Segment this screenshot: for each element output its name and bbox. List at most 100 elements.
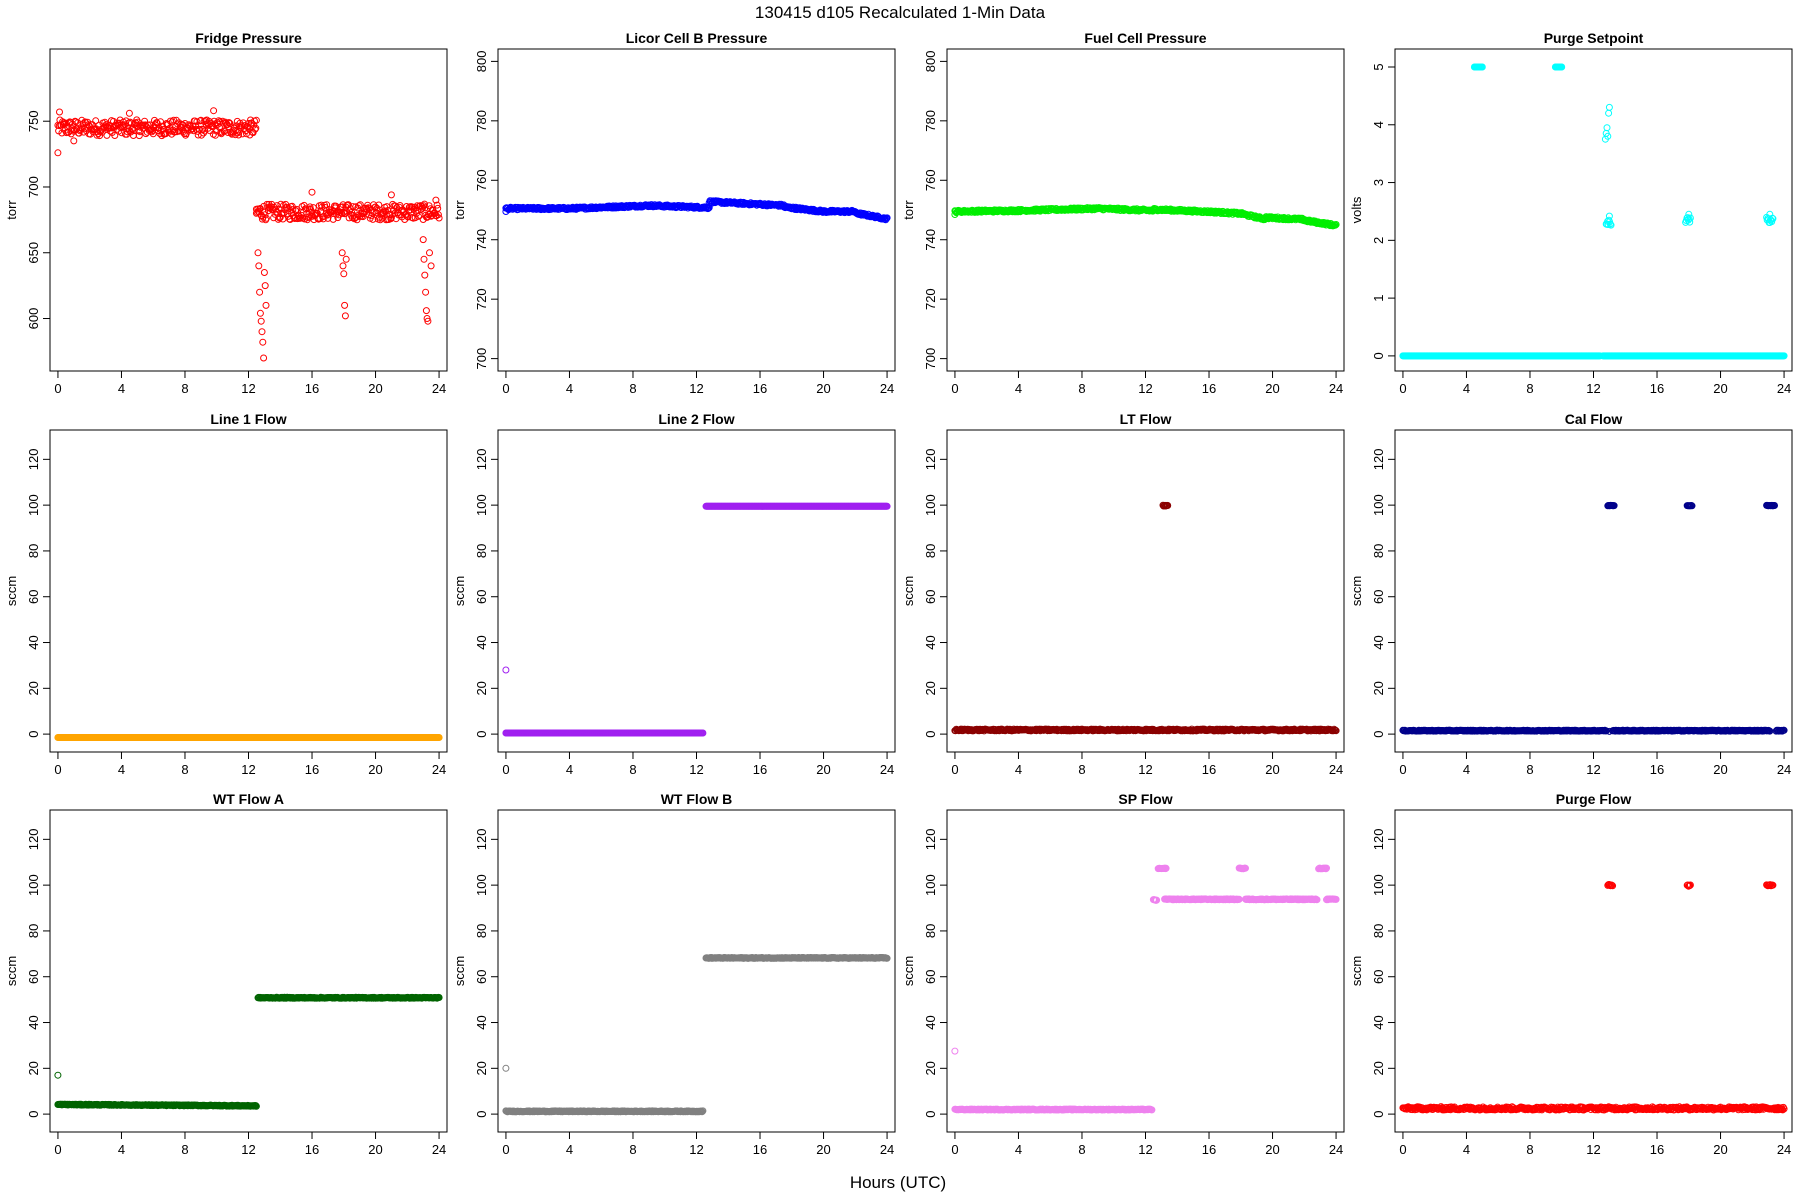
x-tick-label: 24: [1777, 381, 1791, 396]
x-tick-label: 20: [368, 381, 382, 396]
data-point: [149, 130, 157, 138]
y-axis-label: torr: [4, 200, 19, 220]
y-tick-label: 20: [26, 681, 41, 695]
data-point: [434, 211, 442, 219]
y-tick-label: 3: [1371, 179, 1386, 186]
data-point: [84, 121, 92, 129]
data-point: [387, 214, 395, 222]
data-point: [355, 202, 363, 210]
data-point: [252, 209, 260, 217]
y-tick-label: 100: [26, 494, 41, 516]
data-point: [265, 200, 273, 208]
x-tick-label: 12: [1138, 762, 1152, 777]
data-point: [297, 214, 305, 222]
data-point: [111, 132, 119, 139]
y-tick-label: 80: [923, 544, 938, 558]
data-point: [62, 119, 70, 127]
data-point: [1603, 124, 1611, 132]
data-point: [273, 202, 281, 210]
x-tick-label: 0: [951, 381, 958, 396]
data-point: [302, 205, 310, 213]
y-axis-label: sccm: [4, 576, 19, 606]
data-point: [200, 129, 207, 137]
data-point: [384, 206, 392, 214]
data-point: [951, 211, 959, 218]
data-point: [252, 124, 260, 132]
data-point: [235, 131, 243, 139]
y-tick-label: 80: [26, 544, 41, 558]
data-point: [1332, 221, 1340, 228]
data-point: [254, 249, 262, 257]
x-tick-label: 4: [118, 381, 125, 396]
y-tick-label: 80: [474, 544, 489, 558]
y-tick-label: 720: [474, 288, 489, 310]
data-point: [308, 188, 316, 196]
data-point: [1110, 204, 1118, 212]
y-tick-label: 0: [474, 730, 489, 737]
x-tick-label: 24: [880, 381, 894, 396]
data-point: [342, 255, 350, 263]
data-point: [426, 249, 433, 257]
panel-title: Fridge Pressure: [195, 30, 302, 46]
y-tick-label: 0: [1371, 352, 1386, 359]
x-tick-label: 8: [1078, 762, 1085, 777]
data-point: [173, 128, 181, 136]
x-tick-label: 8: [181, 762, 188, 777]
data-point: [1605, 103, 1613, 111]
x-tick-label: 4: [118, 762, 125, 777]
data-points: [54, 107, 443, 362]
data-points: [1399, 501, 1788, 735]
data-point: [274, 215, 282, 223]
plot-frame: [497, 429, 896, 753]
data-point: [103, 131, 111, 139]
x-tick-label: 4: [1463, 381, 1470, 396]
x-tick-label: 24: [1777, 762, 1791, 777]
panel-title: Line 1 Flow: [210, 411, 286, 427]
x-tick-label: 8: [181, 381, 188, 396]
data-points: [951, 501, 1340, 735]
x-tick-label: 0: [502, 762, 509, 777]
data-point: [421, 271, 429, 279]
data-point: [356, 201, 364, 209]
y-tick-label: 700: [923, 348, 938, 370]
y-tick-label: 120: [26, 448, 41, 470]
y-tick-label: 0: [1371, 730, 1386, 737]
data-point: [256, 288, 264, 296]
data-points: [502, 502, 891, 737]
x-tick-label: 20: [368, 762, 382, 777]
x-tick-label: 16: [1650, 762, 1664, 777]
x-tick-label: 4: [1015, 381, 1022, 396]
x-tick-label: 24: [1329, 381, 1343, 396]
y-tick-label: 4: [1371, 121, 1386, 128]
data-point: [257, 317, 265, 325]
data-point: [415, 212, 422, 220]
data-point: [339, 262, 347, 270]
data-point: [422, 307, 430, 315]
panel-title: Cal Flow: [1565, 411, 1623, 427]
data-point: [56, 108, 63, 116]
plot-frame: [49, 429, 448, 753]
data-point: [1331, 221, 1339, 229]
x-tick-label: 8: [629, 762, 636, 777]
y-tick-label: 100: [474, 494, 489, 516]
x-tick-label: 16: [1650, 381, 1664, 396]
data-point: [225, 119, 233, 127]
y-tick-label: 60: [923, 589, 938, 603]
x-tick-label: 0: [502, 381, 509, 396]
x-tick-label: 12: [1586, 381, 1600, 396]
data-point: [92, 117, 100, 125]
y-tick-label: 700: [26, 176, 41, 198]
y-axis-label: volts: [1349, 196, 1364, 223]
data-point: [314, 215, 322, 223]
y-tick-label: 2: [1371, 237, 1386, 244]
y-tick-label: 40: [26, 635, 41, 649]
data-point: [422, 288, 430, 296]
data-point: [262, 301, 270, 309]
data-point: [261, 211, 269, 219]
data-points: [1399, 63, 1788, 360]
